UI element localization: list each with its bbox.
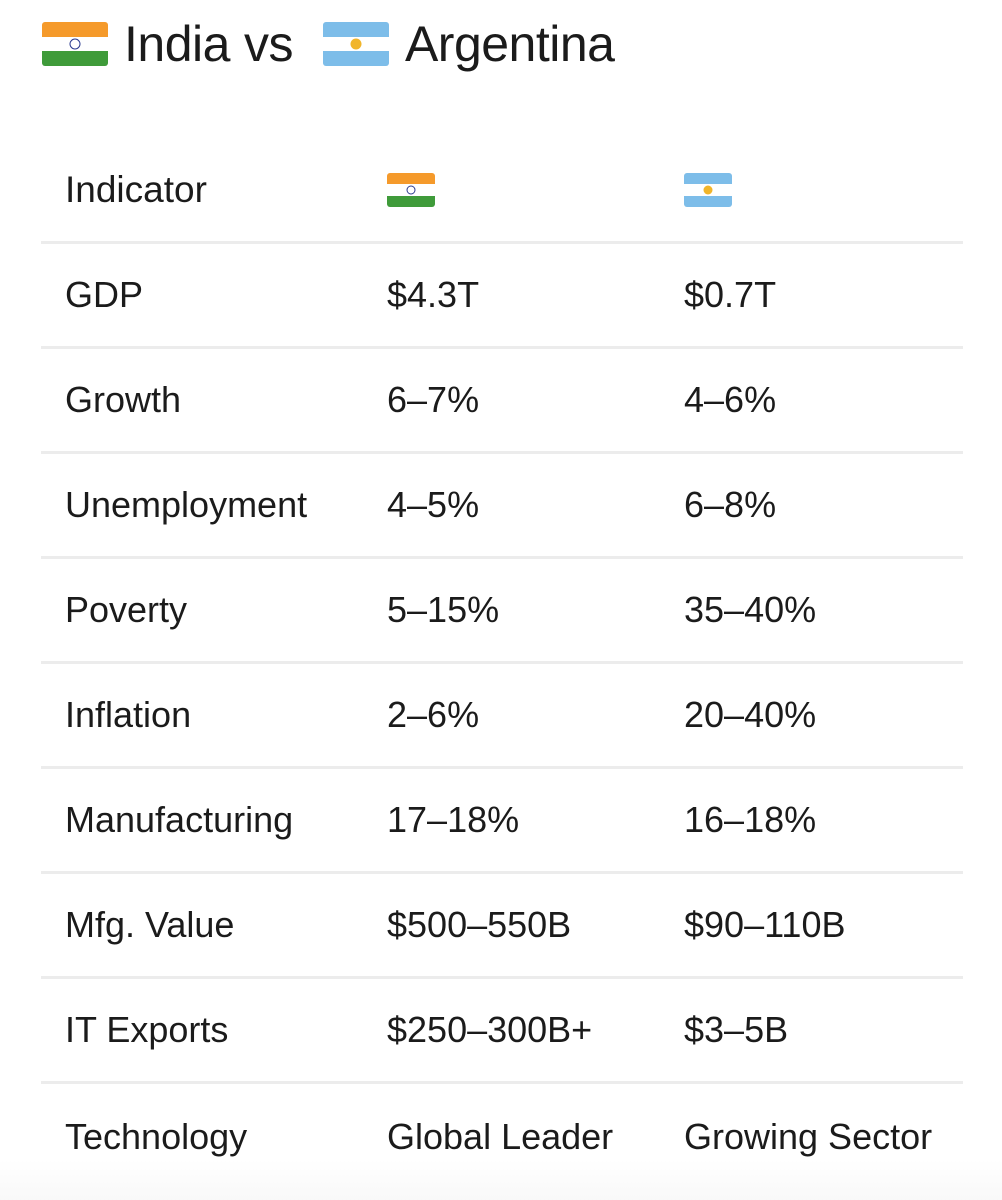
row-argentina-value: 16–18% [684,799,817,840]
comparison-table: Indicator GDP $4.3T $0.7T Growth 6–7% 4–… [41,139,963,1189]
table-row: Poverty 5–15% 35–40% [41,559,963,664]
row-argentina-value: 20–40% [684,694,817,735]
row-india-value: $500–550B [387,904,572,945]
header-india [387,139,435,241]
row-argentina-value: 4–6% [684,379,777,420]
table-row: Growth 6–7% 4–6% [41,349,963,454]
row-indicator: Mfg. Value [65,904,235,945]
table-row: IT Exports $250–300B+ $3–5B [41,979,963,1084]
row-india-value: Global Leader [387,1115,614,1157]
row-india-value: 6–7% [387,379,480,420]
header-argentina [684,139,732,241]
row-argentina-value: $90–110B [684,904,846,945]
table-row: GDP $4.3T $0.7T [41,244,963,349]
row-indicator: IT Exports [65,1009,229,1050]
row-argentina-value: $3–5B [684,1009,789,1050]
row-argentina-value: Growing Sector [684,1115,933,1157]
table-row: Technology Global Leader Growing Sector [41,1084,963,1189]
argentina-flag-icon [684,173,732,207]
row-india-value: 5–15% [387,589,500,630]
title-country-india: India [124,16,230,72]
row-indicator: Unemployment [65,484,308,525]
table-row: Unemployment 4–5% 6–8% [41,454,963,559]
row-argentina-value: 6–8% [684,484,777,525]
title-vs: vs [243,16,294,72]
title-country-argentina: Argentina [404,16,615,72]
row-argentina-value: 35–40% [684,589,817,630]
row-indicator: Manufacturing [65,799,294,840]
table-row: Manufacturing 17–18% 16–18% [41,769,963,874]
row-india-value: 4–5% [387,484,480,525]
row-indicator: Poverty [65,589,188,630]
table-row: Inflation 2–6% 20–40% [41,664,963,769]
table-header-row: Indicator [41,139,963,244]
row-indicator: Technology [65,1115,248,1157]
row-india-value: $250–300B+ [387,1009,593,1050]
header-indicator: Indicator [65,169,207,210]
row-indicator: GDP [65,274,144,315]
table-row: Mfg. Value $500–550B $90–110B [41,874,963,979]
argentina-flag-icon [322,22,389,66]
india-flag-icon [42,22,108,66]
india-flag-icon [387,173,435,207]
row-india-value: 17–18% [387,799,520,840]
row-indicator: Growth [65,379,182,420]
row-india-value: 2–6% [387,694,480,735]
row-indicator: Inflation [65,694,192,735]
page-title: India vs Argentina [42,8,615,80]
row-argentina-value: $0.7T [684,274,777,315]
row-india-value: $4.3T [387,274,480,315]
